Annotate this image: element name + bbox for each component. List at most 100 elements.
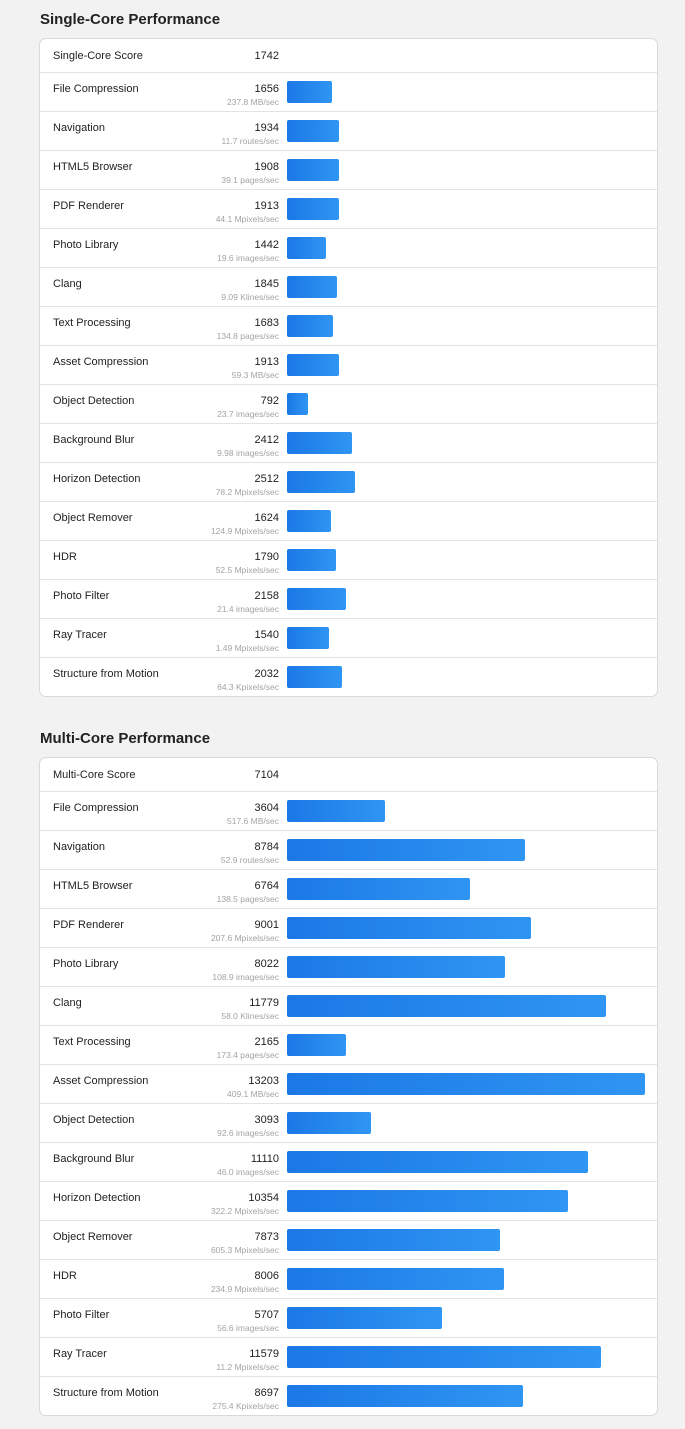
test-score: 9001 — [254, 919, 279, 931]
test-throughput: 58.0 Klines/sec — [221, 1011, 279, 1021]
score-bar — [287, 1385, 523, 1407]
test-name: Object Remover — [53, 1231, 133, 1243]
score-bar — [287, 588, 346, 610]
test-name: Asset Compression — [53, 356, 149, 368]
test-name: Clang — [53, 278, 82, 290]
test-score: 11779 — [249, 997, 279, 1009]
test-score: 1845 — [254, 278, 279, 290]
multi-core-score-label: Multi-Core Score — [53, 769, 136, 781]
test-name: PDF Renderer — [53, 200, 124, 212]
test-throughput: 64.3 Kpixels/sec — [217, 682, 279, 692]
test-throughput: 517.6 MB/sec — [227, 816, 279, 826]
multi-core-card: Multi-Core Score 7104 File Compression 36… — [39, 757, 658, 1416]
score-bar — [287, 432, 352, 454]
test-throughput: 605.3 Mpixels/sec — [210, 1245, 279, 1255]
score-bar — [287, 956, 505, 978]
test-row: Photo Library 8022 108.9 images/sec — [40, 947, 657, 986]
score-bar — [287, 800, 385, 822]
test-row: Ray Tracer 1540 1.49 Mpixels/sec — [40, 618, 657, 657]
test-row: Asset Compression 13203 409.1 MB/sec — [40, 1064, 657, 1103]
test-throughput: 234.9 Mpixels/sec — [210, 1284, 279, 1294]
test-score: 10354 — [248, 1192, 279, 1204]
test-score: 792 — [260, 395, 279, 407]
score-bar — [287, 237, 326, 259]
test-name: Object Remover — [53, 512, 133, 524]
test-name: Horizon Detection — [53, 473, 141, 485]
score-bar — [287, 995, 606, 1017]
test-name: Structure from Motion — [53, 668, 159, 680]
test-throughput: 21.4 images/sec — [217, 604, 279, 614]
score-bar — [287, 1307, 442, 1329]
test-row: Object Detection 792 23.7 images/sec — [40, 384, 657, 423]
test-score: 2165 — [254, 1036, 279, 1048]
test-score: 1540 — [254, 629, 279, 641]
score-bar — [287, 315, 333, 337]
test-throughput: 92.6 images/sec — [217, 1128, 279, 1138]
test-throughput: 409.1 MB/sec — [227, 1089, 279, 1099]
score-bar — [287, 549, 336, 571]
single-core-title: Single-Core Performance — [40, 11, 221, 28]
test-name: HDR — [53, 1270, 77, 1282]
test-name: Ray Tracer — [53, 629, 107, 641]
test-score: 11110 — [250, 1153, 279, 1165]
score-bar — [287, 1346, 601, 1368]
test-row: Photo Filter 2158 21.4 images/sec — [40, 579, 657, 618]
single-core-score-value: 1742 — [254, 50, 279, 62]
multi-core-score-value: 7104 — [254, 769, 279, 781]
test-name: Object Detection — [53, 1114, 135, 1126]
test-score: 1442 — [254, 239, 279, 251]
test-name: Asset Compression — [53, 1075, 149, 1087]
test-row: HDR 1790 52.5 Mpixels/sec — [40, 540, 657, 579]
test-row: Horizon Detection 10354 322.2 Mpixels/sec — [40, 1181, 657, 1220]
test-throughput: 52.5 Mpixels/sec — [215, 565, 279, 575]
test-throughput: 9.98 images/sec — [217, 448, 279, 458]
test-throughput: 78.2 Mpixels/sec — [215, 487, 279, 497]
test-score: 2412 — [254, 434, 279, 446]
test-row: Photo Library 1442 19.6 images/sec — [40, 228, 657, 267]
test-name: PDF Renderer — [53, 919, 124, 931]
test-throughput: 173.4 pages/sec — [216, 1050, 279, 1060]
test-score: 1624 — [254, 512, 279, 524]
score-bar — [287, 839, 525, 861]
test-row: Object Detection 3093 92.6 images/sec — [40, 1103, 657, 1142]
score-bar — [287, 159, 339, 181]
test-name: Navigation — [53, 122, 105, 134]
test-throughput: 23.7 images/sec — [217, 409, 279, 419]
test-score: 1656 — [254, 83, 279, 95]
single-core-card: Single-Core Score 1742 File Compression 1… — [39, 38, 658, 697]
test-score: 1913 — [254, 356, 279, 368]
test-name: HTML5 Browser — [53, 880, 133, 892]
test-score: 8784 — [254, 841, 279, 853]
test-row: Structure from Motion 2032 64.3 Kpixels/se… — [40, 657, 657, 696]
score-bar — [287, 354, 339, 376]
test-name: Photo Filter — [53, 590, 110, 602]
test-throughput: 237.8 MB/sec — [227, 97, 279, 107]
test-row: HDR 8006 234.9 Mpixels/sec — [40, 1259, 657, 1298]
test-throughput: 275.4 Kpixels/sec — [212, 1401, 279, 1411]
test-score: 3604 — [254, 802, 279, 814]
test-throughput: 44.1 Mpixels/sec — [215, 214, 279, 224]
test-score: 8022 — [254, 958, 279, 970]
test-row: Background Blur 11110 46.0 images/sec — [40, 1142, 657, 1181]
test-score: 3093 — [254, 1114, 279, 1126]
test-throughput: 1.49 Mpixels/sec — [215, 643, 279, 653]
test-throughput: 124.9 Mpixels/sec — [210, 526, 279, 536]
score-bar — [287, 878, 470, 900]
test-score: 8006 — [254, 1270, 279, 1282]
test-row: Photo Filter 5707 56.6 images/sec — [40, 1298, 657, 1337]
test-score: 5707 — [254, 1309, 279, 1321]
test-row: Object Remover 1624 124.9 Mpixels/sec — [40, 501, 657, 540]
score-bar — [287, 666, 342, 688]
test-throughput: 9.09 Klines/sec — [221, 292, 279, 302]
score-bar — [287, 510, 331, 532]
test-throughput: 56.6 images/sec — [217, 1323, 279, 1333]
test-row: Navigation 1934 11.7 routes/sec — [40, 111, 657, 150]
test-name: Background Blur — [53, 434, 135, 446]
test-row: HTML5 Browser 6764 138.5 pages/sec — [40, 869, 657, 908]
test-throughput: 138.5 pages/sec — [216, 894, 279, 904]
score-bar — [287, 1112, 371, 1134]
score-bar — [287, 198, 339, 220]
score-bar — [287, 1229, 500, 1251]
test-score: 2158 — [254, 590, 279, 602]
test-throughput: 46.0 images/sec — [217, 1167, 279, 1177]
